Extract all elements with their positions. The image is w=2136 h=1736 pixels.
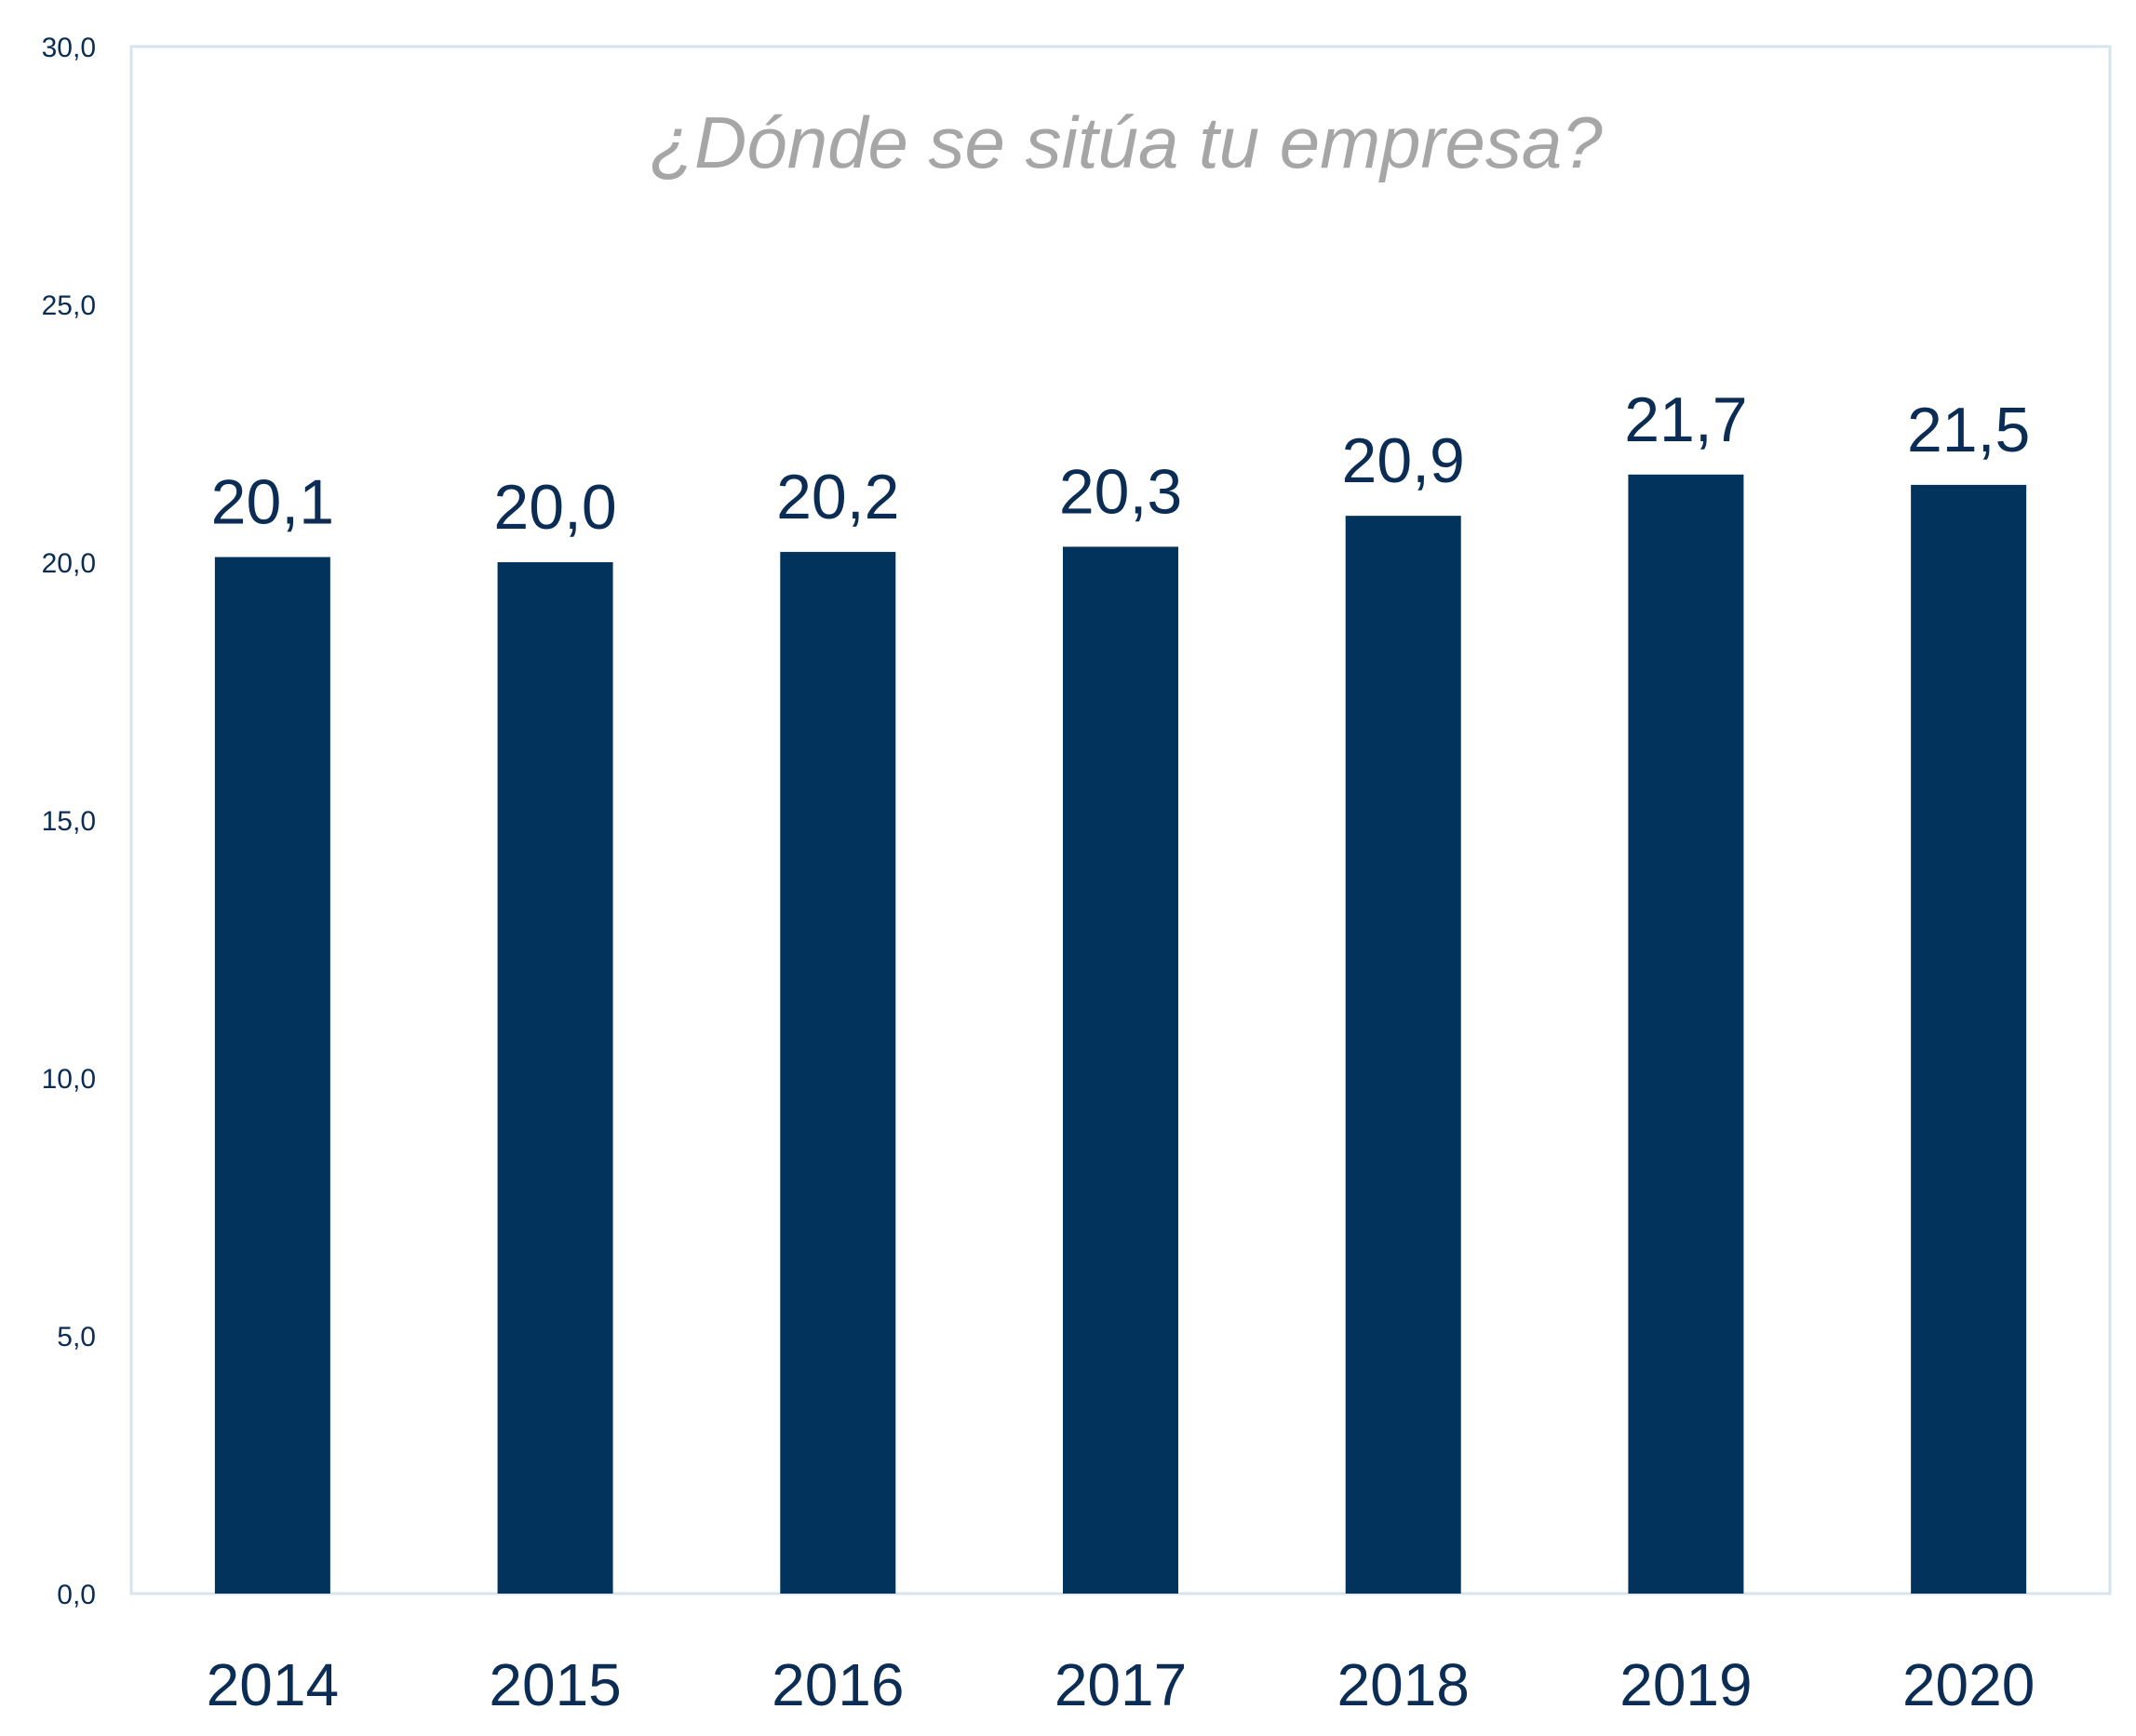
data-label-2016: 20,2 <box>776 462 899 532</box>
bar-2016 <box>780 551 896 1595</box>
bar-2015 <box>497 562 613 1594</box>
data-label-2019: 21,7 <box>1624 384 1747 455</box>
bar-2014 <box>214 557 330 1595</box>
x-tick-label-2020: 2020 <box>1902 1651 2035 1718</box>
x-tick-label-2017: 2017 <box>1055 1651 1187 1718</box>
data-label-2015: 20,0 <box>493 472 616 543</box>
bar-2020 <box>1911 484 2027 1594</box>
x-tick-label-2016: 2016 <box>772 1651 904 1718</box>
data-label-2018: 20,9 <box>1342 425 1465 496</box>
x-tick-label-2018: 2018 <box>1337 1651 1470 1718</box>
bar-2018 <box>1345 516 1461 1594</box>
data-label-2020: 21,5 <box>1907 395 2030 465</box>
x-tick-label-2019: 2019 <box>1619 1651 1752 1718</box>
y-tick-label: 0,0 <box>57 1580 96 1610</box>
y-axis: 0,0 5,0 10,0 15,0 20,0 25,0 30,0 <box>42 33 96 1610</box>
bar-2017 <box>1063 546 1178 1594</box>
x-tick-label-2015: 2015 <box>489 1651 621 1718</box>
x-axis: 2014 2015 2016 2017 2018 2019 2020 <box>207 1651 2035 1718</box>
bars <box>214 474 2027 1595</box>
chart-title: ¿Dónde se sitúa tu empresa? <box>650 101 1603 183</box>
data-labels: 20,1 20,0 20,2 20,3 20,9 21,7 21,5 <box>211 384 2031 543</box>
y-tick-label: 25,0 <box>42 290 96 321</box>
data-label-2017: 20,3 <box>1059 456 1182 527</box>
bar-2019 <box>1628 474 1744 1594</box>
y-tick-label: 15,0 <box>42 806 96 837</box>
y-tick-label: 10,0 <box>42 1064 96 1095</box>
x-tick-label-2014: 2014 <box>207 1651 339 1718</box>
y-tick-label: 20,0 <box>42 548 96 579</box>
y-tick-label: 30,0 <box>42 33 96 63</box>
y-tick-label: 5,0 <box>57 1322 96 1352</box>
data-label-2014: 20,1 <box>211 466 334 537</box>
